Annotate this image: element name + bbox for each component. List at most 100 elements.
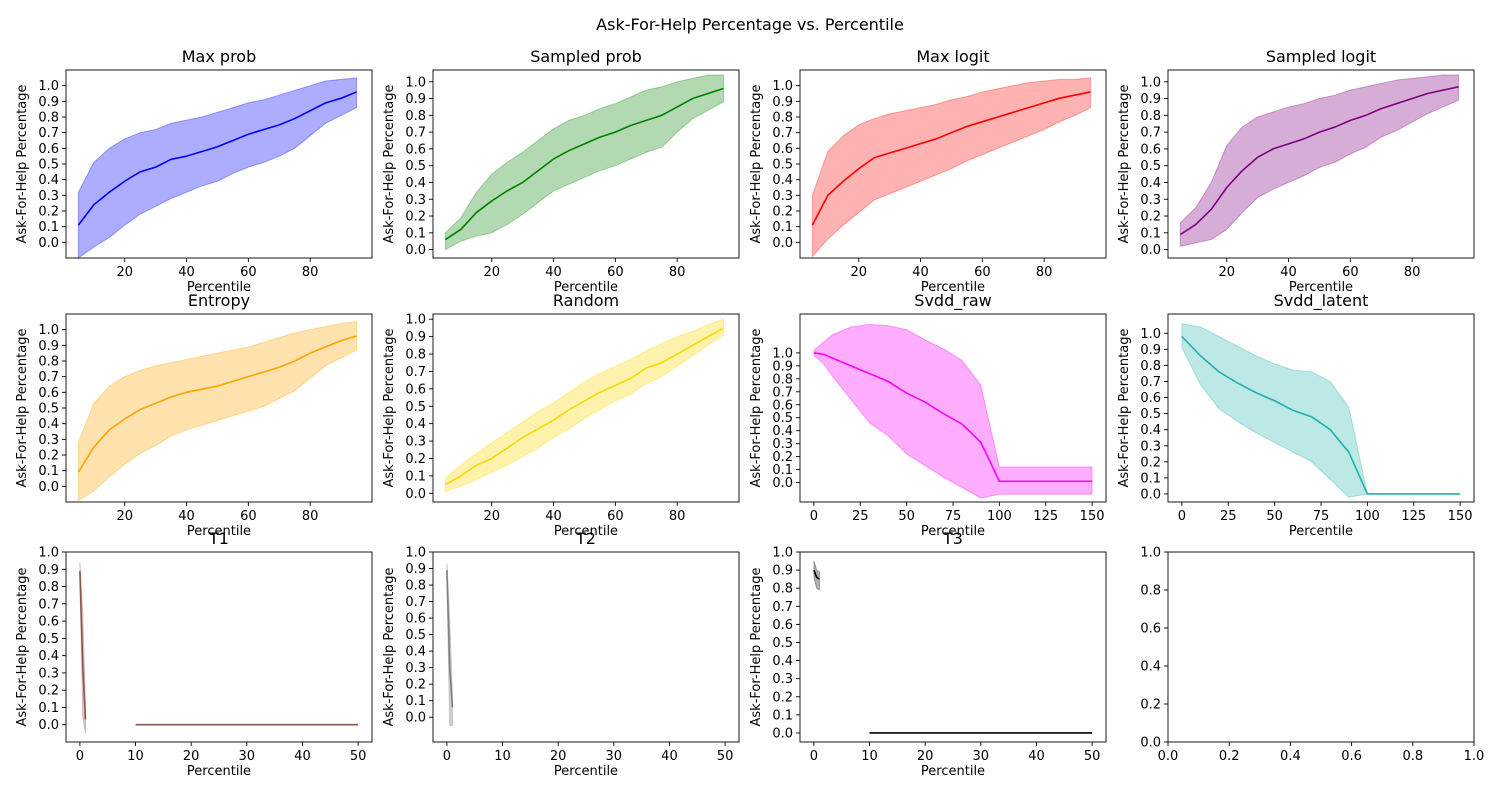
x-tick-label: 75 (945, 509, 962, 524)
y-tick-label: 1.0 (405, 313, 426, 328)
y-tick-label: 0.3 (405, 193, 426, 208)
axes-frame (1167, 69, 1475, 259)
x-tick-label: 60 (240, 265, 257, 280)
subplot-title: Sampled logit (1266, 47, 1376, 66)
x-axis-label: Percentile (1289, 280, 1353, 295)
y-tick-label: 0.1 (1140, 226, 1161, 241)
y-tick-label: 0.0 (772, 236, 793, 251)
y-tick-label: 0.4 (38, 173, 59, 188)
y-tick-label: 0.4 (772, 173, 793, 188)
y-tick-label: 0.2 (405, 210, 426, 225)
y-tick-label: 0.4 (38, 417, 59, 432)
x-axis-label: Percentile (187, 764, 251, 779)
y-tick-label: 0.1 (772, 220, 793, 235)
x-axis-label: Percentile (554, 280, 618, 295)
subplot-4: 20 40 60 80 0.0 0.10.2 0.3 0.4 0.5 0.60.7 0.8 0.9 1.… (1117, 47, 1475, 295)
y-tick-label: 0.2 (1140, 455, 1161, 470)
y-tick-label: 0.6 (38, 142, 59, 157)
subplot-3: 20 40 60 80 0.00.10.20.30.40.50.60.70.80.91.… (749, 47, 1107, 295)
y-axis-label: Ask-For-Help Percentage (749, 329, 764, 488)
y-tick-label: 1.0 (38, 546, 59, 561)
y-tick-label: 0.2 (772, 205, 793, 220)
x-tick-label: 20 (116, 509, 133, 524)
x-axis-label: Percentile (921, 764, 985, 779)
y-tick-label: 0.3 (772, 672, 793, 687)
x-tick-label: 10 (861, 749, 878, 764)
y-tick-label: 0.8 (772, 111, 793, 126)
series-line (444, 87, 724, 241)
y-tick-label: 0.9 (38, 339, 59, 354)
y-tick-label: 0.5 (38, 632, 59, 647)
x-tick-label: 20 (550, 749, 567, 764)
y-tick-label: 0.9 (772, 564, 793, 579)
y-tick-label: 0.3 (405, 435, 426, 450)
x-axis-label: Percentile (1289, 524, 1353, 539)
confidence-band (444, 74, 725, 251)
y-tick-label: 0.6 (1140, 391, 1161, 406)
x-tick-label: 80 (669, 509, 686, 524)
y-tick-label: 0.1 (405, 694, 426, 709)
y-tick-label: 0.8 (405, 579, 426, 594)
subplot-7: 0 25 50 75 100 125 150 0.00.10.20.30.40.50.60.7… (749, 291, 1107, 539)
x-tick-label: 75 (1313, 509, 1330, 524)
subplot-title: Sampled prob (530, 47, 642, 66)
x-tick-label: 80 (302, 265, 319, 280)
y-tick-label: 0.9 (772, 95, 793, 110)
y-tick-label: 0.6 (405, 612, 426, 627)
y-tick-label: 0.6 (772, 398, 793, 413)
x-tick-label: 0.6 (1341, 749, 1362, 764)
y-tick-label: 0.2 (1140, 210, 1161, 225)
y-tick-label: 0.8 (1140, 109, 1161, 124)
y-tick-label: 0.8 (1140, 359, 1161, 374)
y-tick-label: 0.2 (772, 450, 793, 465)
y-tick-label: 0.2 (405, 452, 426, 467)
y-axis-label: Ask-For-Help Percentage (15, 329, 30, 488)
y-tick-label: 0.0 (1140, 487, 1161, 502)
series-line (77, 91, 357, 226)
x-tick-label: 20 (1218, 265, 1235, 280)
x-axis-label: Percentile (921, 524, 985, 539)
y-tick-label: 0.0 (772, 476, 793, 491)
series-line (813, 352, 1093, 483)
y-tick-label: 0.5 (38, 402, 59, 417)
y-tick-label: 0.7 (772, 126, 793, 141)
y-tick-label: 0.1 (38, 220, 59, 235)
series-line (446, 570, 454, 708)
y-tick-label: 0.7 (772, 600, 793, 615)
confidence-band (811, 77, 1092, 258)
x-tick-label: 40 (178, 509, 195, 524)
y-tick-label: 0.8 (38, 111, 59, 126)
x-tick-label: 30 (239, 749, 256, 764)
x-tick-label: 0.0 (1158, 749, 1179, 764)
subplot-title: T3 (942, 529, 963, 548)
x-tick-label: 40 (545, 265, 562, 280)
y-tick-label: 0.6 (1140, 142, 1161, 157)
y-axis-label: Ask-For-Help Percentage (1117, 85, 1132, 244)
y-tick-label: 0.1 (405, 226, 426, 241)
y-tick-label: 0.3 (1140, 193, 1161, 208)
y-tick-label: 0.5 (405, 159, 426, 174)
x-axis-label: Percentile (554, 764, 618, 779)
y-tick-label: 0.3 (38, 433, 59, 448)
axes-frame (432, 69, 740, 259)
y-tick-label: 0.6 (772, 618, 793, 633)
series-line (1179, 86, 1459, 236)
subplot-10: 0 10 20 30 40 50 0.0 0.10.2 0.30.4 0.50.6 0.70.8 0.… (382, 529, 740, 779)
subplot-grid: 20 40 60 800.00.10.20.30.40.50.60.70.80.91.… (15, 47, 1484, 779)
y-tick-label: 1.0 (405, 75, 426, 90)
y-tick-label: 0.9 (405, 562, 426, 577)
y-axis-label: Ask-For-Help Percentage (749, 568, 764, 727)
x-tick-label: 60 (974, 265, 991, 280)
y-tick-label: 0.9 (38, 563, 59, 578)
y-tick-label: 0.8 (772, 582, 793, 597)
y-tick-label: 0.2 (405, 678, 426, 693)
x-tick-label: 0 (810, 749, 818, 764)
y-tick-label: 0.9 (1140, 343, 1161, 358)
y-tick-label: 0.8 (772, 372, 793, 387)
y-tick-label: 0.1 (1140, 471, 1161, 486)
y-tick-label: 0.6 (772, 142, 793, 157)
y-tick-label: 0.9 (405, 330, 426, 345)
y-axis-label: Ask-For-Help Percentage (1117, 329, 1132, 488)
y-tick-label: 0.6 (38, 386, 59, 401)
y-tick-label: 0.2 (38, 205, 59, 220)
